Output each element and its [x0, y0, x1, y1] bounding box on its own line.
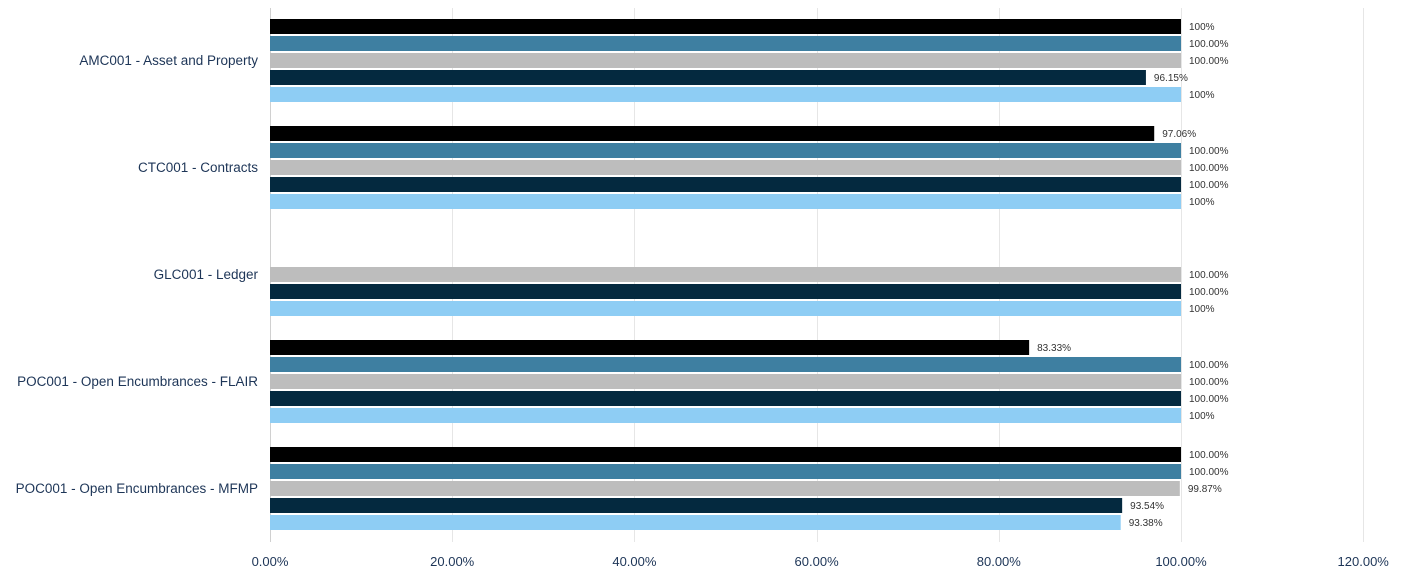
data-label: 100.00% — [1189, 360, 1229, 371]
category-label: GLC001 - Ledger — [154, 267, 259, 282]
category-label: POC001 - Open Encumbrances - FLAIR — [17, 374, 258, 389]
bar — [270, 340, 1030, 355]
data-label: 100% — [1189, 90, 1215, 101]
bar — [270, 301, 1181, 316]
bar — [270, 447, 1181, 462]
data-label: 100% — [1189, 411, 1215, 422]
data-label: 100.00% — [1189, 180, 1229, 191]
bar — [270, 70, 1146, 85]
data-label: 93.54% — [1130, 501, 1164, 512]
x-tick-label: 120.00% — [1338, 554, 1390, 569]
bar — [270, 177, 1181, 192]
bar — [270, 464, 1181, 479]
x-tick-label: 100.00% — [1155, 554, 1207, 569]
data-label: 83.33% — [1037, 343, 1071, 354]
bar — [270, 194, 1181, 209]
x-tick-label: 60.00% — [795, 554, 840, 569]
data-labels: 100% 97.06% 83.33% 100.00% 100.00% 100.00% 100… — [1037, 22, 1228, 529]
bar — [270, 391, 1181, 406]
bar — [270, 374, 1181, 389]
data-label: 100% — [1189, 197, 1215, 208]
x-tick-label: 80.00% — [977, 554, 1022, 569]
category-label: AMC001 - Asset and Property — [79, 53, 258, 68]
category-label: CTC001 - Contracts — [138, 160, 258, 175]
x-tick-label: 40.00% — [612, 554, 657, 569]
data-label: 100.00% — [1189, 163, 1229, 174]
data-label: 100% — [1189, 22, 1215, 33]
data-label: 100.00% — [1189, 287, 1229, 298]
bars — [270, 19, 1181, 530]
bar — [270, 126, 1155, 141]
data-label: 96.15% — [1154, 73, 1188, 84]
bar — [270, 36, 1181, 51]
data-label: 93.38% — [1129, 518, 1163, 529]
bar — [270, 19, 1181, 34]
bar — [270, 481, 1180, 496]
data-label: 97.06% — [1162, 129, 1196, 140]
x-tick-label: 0.00% — [252, 554, 289, 569]
bar — [270, 53, 1181, 68]
category-label: POC001 - Open Encumbrances - MFMP — [16, 481, 258, 496]
data-label: 100.00% — [1189, 467, 1229, 478]
bar — [270, 284, 1181, 299]
bar — [270, 160, 1181, 175]
data-label: 100.00% — [1189, 146, 1229, 157]
bar — [270, 143, 1181, 158]
data-label: 100.00% — [1189, 450, 1229, 461]
data-label: 100.00% — [1189, 377, 1229, 388]
bar — [270, 267, 1181, 282]
data-label: 100% — [1189, 304, 1215, 315]
bar — [270, 498, 1123, 513]
bar — [270, 87, 1181, 102]
data-label: 99.87% — [1188, 484, 1222, 495]
category-labels: AMC001 - Asset and Property CTC001 - Cont… — [16, 53, 259, 496]
x-tick-label: 20.00% — [430, 554, 475, 569]
data-label: 100.00% — [1189, 39, 1229, 50]
data-label: 100.00% — [1189, 56, 1229, 67]
bar — [270, 357, 1181, 372]
data-label: 100.00% — [1189, 394, 1229, 405]
x-axis-tick-labels: 0.00% 20.00% 40.00% 60.00% 80.00% 100.00% 120.… — [252, 554, 1390, 569]
bar — [270, 408, 1181, 423]
data-label: 100.00% — [1189, 270, 1229, 281]
bar — [270, 515, 1121, 530]
